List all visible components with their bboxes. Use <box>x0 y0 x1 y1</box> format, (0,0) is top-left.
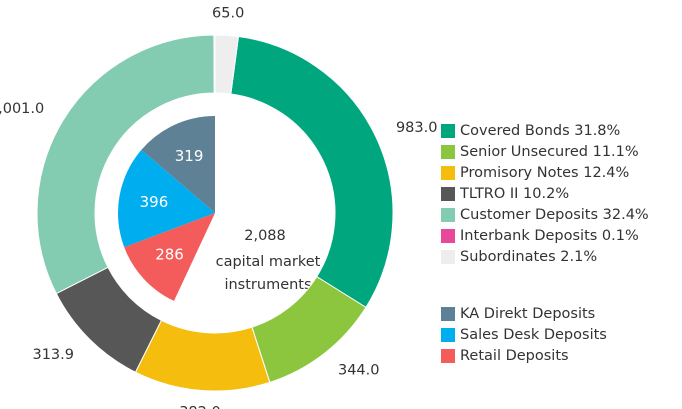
inner-segment <box>118 149 215 248</box>
legend-label: Covered Bonds 31.8% <box>460 123 620 139</box>
inner-label: 286 <box>155 246 184 264</box>
legend-label: Retail Deposits <box>460 348 569 364</box>
legend-label: Subordinates 2.1% <box>460 249 597 265</box>
legend-label: Senior Unsecured 11.1% <box>460 144 639 160</box>
center-text: capital market <box>216 254 321 270</box>
value-label: 65.0 <box>212 5 244 21</box>
outer-segment <box>36 34 215 295</box>
legend-swatch <box>441 166 455 180</box>
center-value: 2,088 <box>244 228 286 244</box>
legend-swatch <box>441 208 455 222</box>
outer-segment <box>230 35 394 309</box>
legend-swatch <box>441 307 455 321</box>
legend-label: Interbank Deposits 0.1% <box>460 228 639 244</box>
inner-segment <box>124 213 215 301</box>
legend-label: KA Direkt Deposits <box>460 306 595 322</box>
legend-swatch <box>441 250 455 264</box>
value-label: 313.9 <box>32 347 74 363</box>
legend-label: Promisory Notes 12.4% <box>460 165 629 181</box>
legend-swatch <box>441 328 455 342</box>
legend-swatch <box>441 187 455 201</box>
value-label: 344.0 <box>338 363 380 379</box>
legend-swatch <box>441 124 455 138</box>
value-label: 382.0 <box>179 404 221 409</box>
legend-swatch <box>441 229 455 243</box>
center-text: instruments <box>224 277 311 293</box>
value-label: 1,001.0 <box>0 101 44 117</box>
legend-label: Sales Desk Deposits <box>460 327 607 343</box>
inner-segment <box>141 116 215 213</box>
legend-label: Customer Deposits 32.4% <box>460 207 649 223</box>
value-label: 983.0 <box>396 120 438 136</box>
legend-label: TLTRO II 10.2% <box>459 186 569 202</box>
legend-swatch <box>441 349 455 363</box>
inner-label: 396 <box>140 193 169 211</box>
inner-label: 319 <box>175 147 204 165</box>
outer-segment <box>214 34 240 95</box>
legend-swatch <box>441 145 455 159</box>
